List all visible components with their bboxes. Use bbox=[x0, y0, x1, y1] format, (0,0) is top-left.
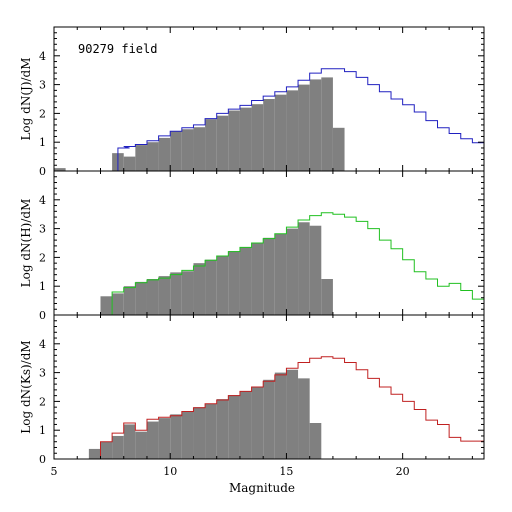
bar bbox=[205, 259, 217, 315]
bar bbox=[146, 142, 159, 171]
bar bbox=[135, 281, 147, 315]
bar bbox=[309, 225, 322, 315]
bar bbox=[228, 395, 240, 459]
bar bbox=[286, 90, 299, 171]
bar bbox=[170, 131, 182, 171]
bar bbox=[239, 391, 252, 459]
y-axis-label: Log dN(Ks)/dM bbox=[19, 340, 33, 433]
bar bbox=[216, 115, 229, 171]
y-tick-label: 3 bbox=[39, 79, 46, 92]
bar bbox=[170, 414, 182, 459]
bar bbox=[100, 296, 113, 315]
bar bbox=[100, 441, 113, 459]
bar bbox=[112, 293, 124, 315]
series-line bbox=[111, 212, 484, 315]
bar bbox=[309, 423, 322, 459]
bar bbox=[332, 127, 345, 171]
y-tick-label: 3 bbox=[39, 367, 46, 380]
bar bbox=[158, 418, 171, 459]
y-tick-label: 4 bbox=[39, 338, 46, 351]
bar bbox=[251, 104, 264, 171]
panel-frame bbox=[53, 314, 485, 460]
bar bbox=[146, 421, 159, 459]
bar bbox=[123, 286, 136, 315]
y-tick-label: 1 bbox=[39, 136, 46, 149]
bar bbox=[321, 77, 333, 171]
y-tick-label: 0 bbox=[39, 453, 46, 466]
bar bbox=[205, 403, 217, 459]
bar bbox=[54, 168, 66, 171]
bar bbox=[263, 237, 275, 315]
panel-annotation: 90279 field bbox=[78, 42, 157, 56]
bar bbox=[135, 145, 147, 171]
y-tick-label: 1 bbox=[39, 424, 46, 437]
bar bbox=[170, 272, 182, 315]
y-axis-label: Log dN(H)/dM bbox=[19, 199, 33, 288]
y-tick-label: 2 bbox=[39, 251, 46, 264]
x-axis-label: Magnitude bbox=[229, 481, 295, 495]
panel-1: 0 1 2 3 4 Log dN(J)/dM 90279 field bbox=[19, 26, 485, 178]
bar bbox=[112, 435, 124, 459]
y-tick-label: 1 bbox=[39, 280, 46, 293]
bar bbox=[263, 99, 275, 171]
bar bbox=[309, 79, 322, 171]
bar bbox=[158, 276, 171, 315]
bar bbox=[193, 127, 206, 171]
panel-2: 0 1 2 3 4 Log dN(H)/dM bbox=[19, 170, 485, 322]
y-tick-label: 4 bbox=[39, 194, 46, 207]
bar bbox=[274, 372, 287, 459]
bar bbox=[193, 263, 206, 315]
bar bbox=[181, 129, 194, 171]
bar bbox=[158, 137, 171, 171]
bar bbox=[321, 279, 333, 315]
x-tick-label: 5 bbox=[51, 465, 58, 478]
bar bbox=[181, 271, 194, 315]
bar bbox=[228, 110, 240, 171]
bar bbox=[228, 251, 240, 315]
bar bbox=[135, 431, 147, 459]
bar bbox=[286, 369, 299, 459]
bar bbox=[286, 228, 299, 315]
bar bbox=[216, 399, 229, 459]
bar bbox=[193, 407, 206, 459]
bar bbox=[181, 411, 194, 459]
y-tick-label: 0 bbox=[39, 165, 46, 178]
panel-3: 0 1 2 3 4 Log dN(Ks)/dM bbox=[19, 314, 485, 466]
bar bbox=[263, 379, 275, 459]
bar bbox=[88, 448, 101, 459]
bar bbox=[274, 94, 287, 171]
bar bbox=[239, 247, 252, 315]
series-line bbox=[99, 356, 484, 459]
bar bbox=[298, 222, 310, 315]
bar bbox=[216, 255, 229, 315]
bar bbox=[123, 424, 136, 459]
series-line bbox=[117, 68, 484, 171]
bar bbox=[298, 378, 310, 459]
y-tick-label: 2 bbox=[39, 107, 46, 120]
x-tick-label: 10 bbox=[163, 465, 177, 478]
y-tick-label: 3 bbox=[39, 223, 46, 236]
x-tick-label: 15 bbox=[279, 465, 293, 478]
panels: 0 1 2 3 4 Log dN(J)/dM 90279 field 0 1 2 3 4 Log dN(… bbox=[19, 26, 485, 466]
bar bbox=[146, 279, 159, 315]
y-axis-label: Log dN(J)/dM bbox=[19, 57, 33, 140]
y-tick-label: 4 bbox=[39, 50, 46, 63]
bar bbox=[298, 84, 310, 171]
bar bbox=[123, 156, 136, 171]
x-tick-label: 20 bbox=[396, 465, 410, 478]
y-tick-label: 2 bbox=[39, 395, 46, 408]
bar bbox=[239, 107, 252, 171]
x-axis: 5 10 15 20 bbox=[51, 465, 410, 478]
y-tick-label: 0 bbox=[39, 309, 46, 322]
bar bbox=[251, 243, 264, 315]
bar bbox=[251, 387, 264, 459]
bar bbox=[205, 119, 217, 171]
bar bbox=[274, 233, 287, 315]
